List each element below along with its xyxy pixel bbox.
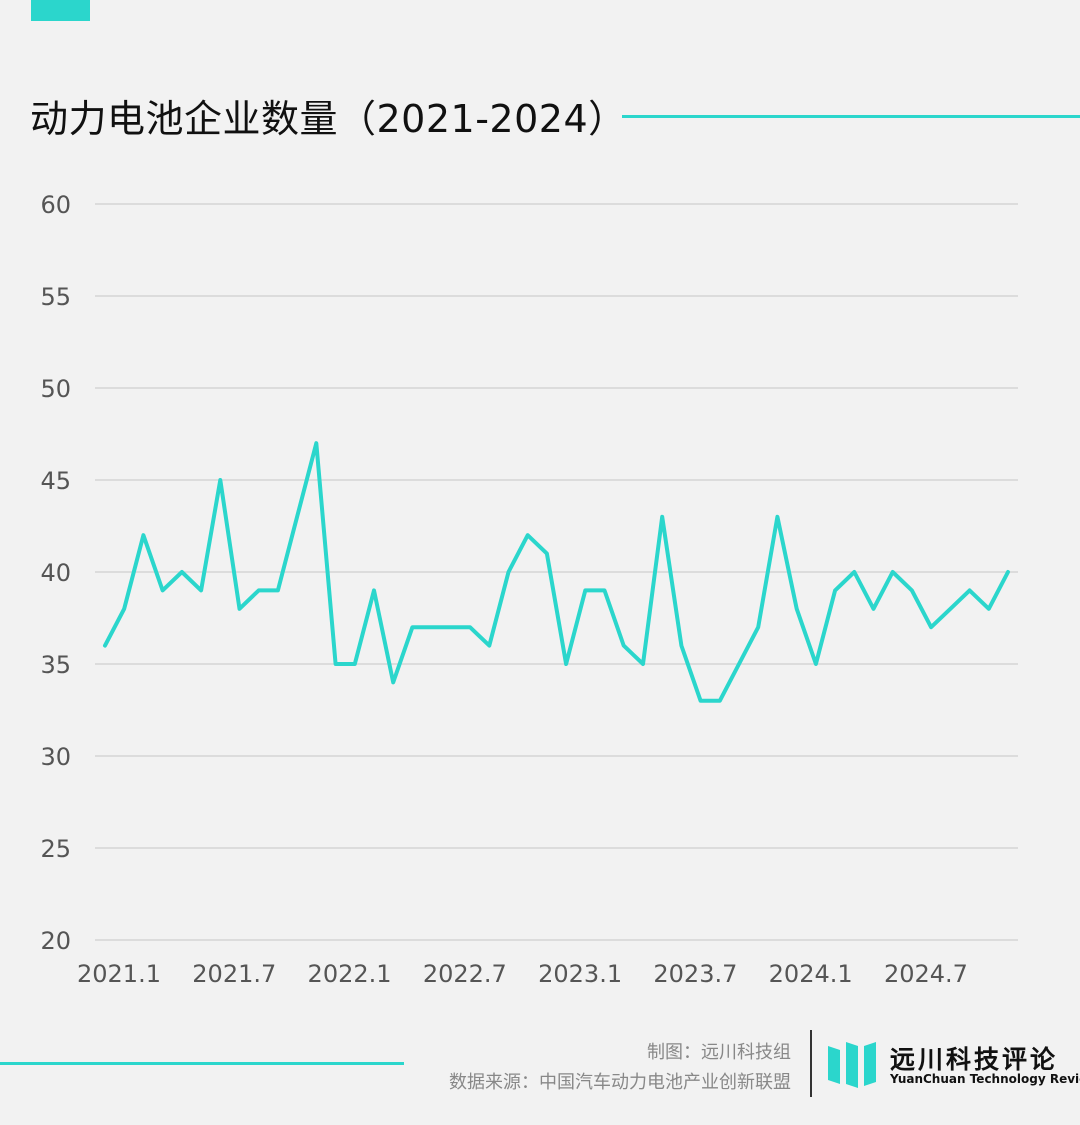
x-tick-label: 2023.7 — [653, 960, 737, 988]
x-tick-label: 2024.7 — [884, 960, 968, 988]
y-tick-label: 20 — [40, 927, 71, 955]
logo-name: 远川科技评论 — [890, 1045, 1059, 1074]
y-tick-label: 50 — [40, 375, 71, 403]
logo-bars-icon — [828, 1042, 876, 1088]
y-tick-label: 25 — [40, 835, 71, 863]
y-tick-label: 55 — [40, 283, 71, 311]
title-rule — [622, 115, 1080, 118]
chart-maker-credit: 制图：远川科技组 — [647, 1042, 791, 1063]
y-tick-label: 30 — [40, 743, 71, 771]
x-tick-labels: 2021.1 2021.7 2022.1 2022.7 2023.1 2023.7 2024… — [77, 960, 968, 988]
y-tick-label: 45 — [40, 467, 71, 495]
x-tick-label: 2024.1 — [769, 960, 853, 988]
data-source-credit: 数据来源：中国汽车动力电池产业创新联盟 — [449, 1072, 791, 1093]
x-tick-label: 2021.7 — [192, 960, 276, 988]
x-tick-label: 2022.7 — [423, 960, 507, 988]
y-tick-labels: 20 25 30 35 40 45 50 55 60 — [40, 191, 71, 955]
y-tick-label: 35 — [40, 651, 71, 679]
x-tick-label: 2022.1 — [308, 960, 392, 988]
series-line — [103, 441, 1010, 703]
x-tick-label: 2023.1 — [538, 960, 622, 988]
brand-logo: 远川科技评论 YuanChuan Technology Review — [828, 1040, 1080, 1090]
y-tick-label: 60 — [40, 191, 71, 219]
y-tick-label: 40 — [40, 559, 71, 587]
chart-title: 动力电池企业数量（2021-2024） — [30, 97, 627, 141]
logo-english-name: YuanChuan Technology Review — [890, 1072, 1080, 1086]
grid-lines — [95, 203, 1018, 941]
top-accent-block — [31, 0, 90, 21]
footer-rule — [0, 1062, 404, 1065]
footer-divider — [810, 1030, 812, 1097]
x-tick-label: 2021.1 — [77, 960, 161, 988]
